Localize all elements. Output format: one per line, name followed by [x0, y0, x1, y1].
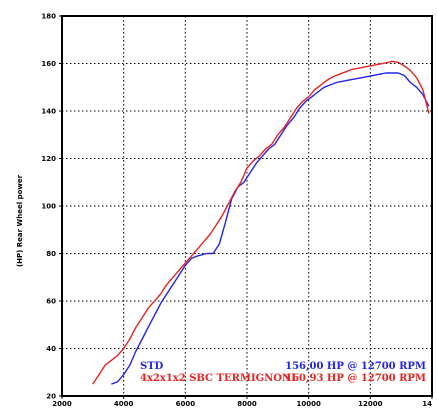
legend-peak-value: 160,93 HP @ 12700 RPM — [285, 373, 426, 384]
x-tick-label: 12000 — [358, 400, 382, 408]
x-tick-label: 2000 — [52, 400, 72, 408]
y-tick-label: 80 — [46, 250, 56, 258]
x-tick-label: 8000 — [237, 400, 257, 408]
series-layer — [92, 60, 430, 385]
series-line-termignoni — [92, 60, 430, 385]
grid-layer — [62, 16, 432, 396]
y-tick-label: 100 — [41, 203, 56, 211]
y-tick-label: 20 — [46, 393, 56, 401]
y-tick-label: 160 — [41, 60, 56, 68]
x-tick-label: 14 — [422, 400, 432, 408]
y-axis-label: (HP) Rear Wheel power — [16, 174, 24, 267]
y-tick-label: 40 — [46, 345, 56, 353]
legend-series-name: STD — [140, 361, 164, 372]
x-tick-label: 6000 — [176, 400, 196, 408]
y-tick-label: 60 — [46, 298, 56, 306]
x-tick-label: 4000 — [114, 400, 134, 408]
x-tick-label: 10000 — [296, 400, 320, 408]
legend-peak-value: 156,00 HP @ 12700 RPM — [285, 361, 426, 372]
legend-series-name: 4x2x1x2 SBC TERMIGNONI — [140, 373, 296, 384]
tick-labels: 20 40 60 80 100 120 140 160 180 2000 4000 6000 8000 1… — [41, 13, 433, 408]
y-tick-label: 140 — [41, 108, 56, 116]
series-line-std — [111, 72, 430, 385]
y-tick-label: 120 — [41, 155, 56, 163]
y-tick-label: 180 — [41, 13, 56, 21]
